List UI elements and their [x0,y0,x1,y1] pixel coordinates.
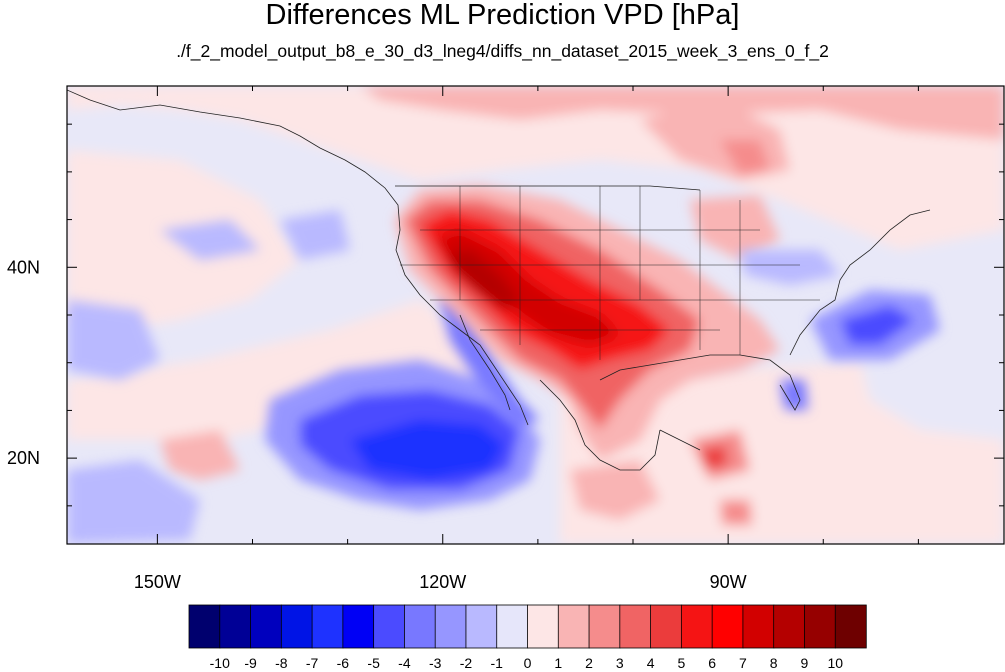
state-borders [400,186,820,360]
map-title: Differences ML Prediction VPD [hPa] [265,0,740,31]
colorbar-label: 0 [524,655,532,671]
colorbar-label: -2 [460,655,473,671]
axis-ticks [67,86,1004,544]
colorbar-swatch [742,604,775,649]
vpd-difference-field [67,86,1004,544]
axis-tick-labels: 150W 120W 90W 40N 20N [7,257,747,592]
map-subtitle: ./f_2_model_output_b8_e_30_d3_lneg4/diff… [176,41,829,61]
colorbar-swatch [465,604,498,649]
colorbar-swatch [250,604,283,649]
colorbar-swatch [342,604,375,649]
colorbar-label: 5 [677,655,685,671]
colorbar-swatch [557,604,590,649]
lon-tick-label: 120W [419,572,466,592]
colorbar-swatch [280,604,313,649]
colorbar-label: 3 [616,655,624,671]
colorbar-label: -7 [306,655,319,671]
colorbar-label: -1 [491,655,504,671]
colorbar-swatch [434,604,467,649]
colorbar-label: 4 [647,655,655,671]
colorbar-swatch [219,604,252,649]
colorbar-swatch [404,604,436,649]
colorbar-label: -6 [337,655,350,671]
colorbar-label: 10 [827,655,843,671]
colorbar [188,604,867,649]
colorbar-swatch [588,604,621,649]
colorbar-swatch [496,604,529,649]
colorbar-label: -3 [429,655,442,671]
colorbar-label: 6 [708,655,716,671]
colorbar-swatch [650,604,683,649]
colorbar-label: 2 [585,655,593,671]
colorbar-swatch [619,604,652,649]
lat-tick-label: 20N [7,448,40,468]
lon-tick-label: 150W [134,572,181,592]
lon-tick-label: 90W [710,572,747,592]
colorbar-label: -4 [398,655,411,671]
colorbar-label: -8 [275,655,288,671]
colorbar-swatch [773,604,806,649]
colorbar-label: 8 [770,655,778,671]
colorbar-swatch [188,604,221,649]
colorbar-swatch [680,604,713,649]
colorbar-swatch [804,604,836,649]
colorbar-label: -9 [244,655,257,671]
colorbar-swatch [527,604,559,649]
colorbar-label: 9 [801,655,809,671]
lat-tick-label: 40N [7,257,40,277]
colorbar-swatch [834,604,867,649]
colorbar-swatch [311,604,344,649]
colorbar-swatch [711,604,744,649]
colorbar-label: 7 [739,655,747,671]
colorbar-swatch [373,604,406,649]
colorbar-labels: -10 -9 -8 -7 -6 -5 -4 -3 -2 -1 0 1 2 3 4 5 6 7 8 9 10 [210,655,844,671]
colorbar-label: -5 [367,655,380,671]
colorbar-label: -10 [210,655,230,671]
colorbar-label: 1 [554,655,562,671]
